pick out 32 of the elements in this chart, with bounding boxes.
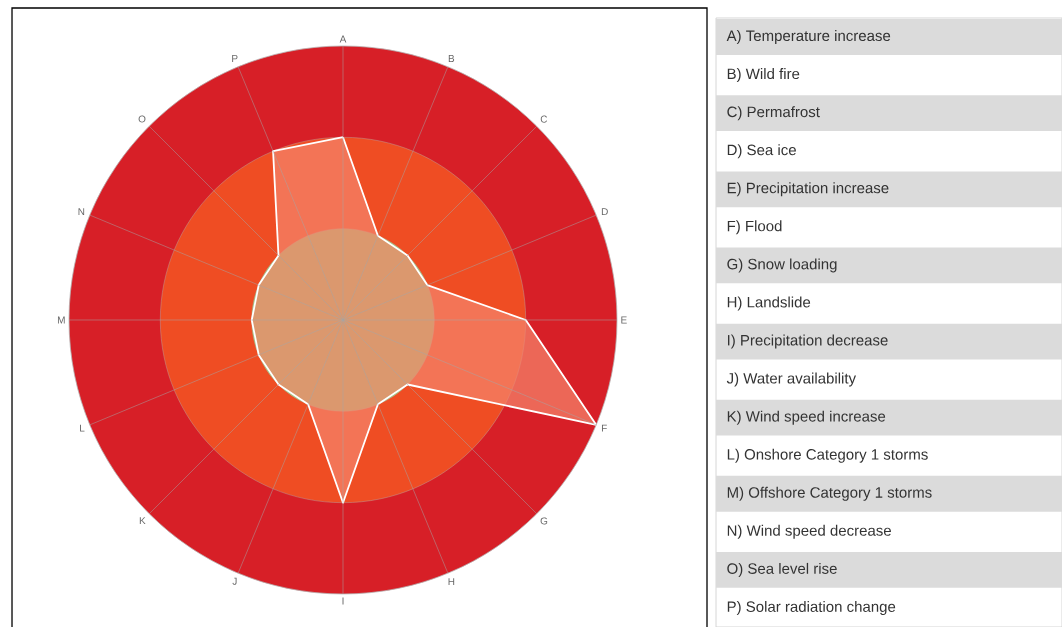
text: D) Sea ice	[727, 144, 796, 159]
text: K) Wind speed increase	[727, 410, 886, 425]
spoke-label: O	[138, 115, 146, 123]
spoke-label: C	[540, 115, 548, 123]
spoke-label: E	[621, 316, 627, 324]
spoke-label: K	[139, 517, 146, 525]
text: I) Precipitation decrease	[727, 334, 888, 349]
text: G) Snow loading	[727, 258, 837, 273]
text: L) Onshore Category 1 storms	[727, 448, 928, 463]
text: C) Permafrost	[727, 106, 820, 121]
spoke-label: J	[232, 577, 237, 585]
spoke-label: N	[78, 208, 85, 216]
spoke-label: A	[339, 35, 347, 43]
text: F) Flood	[727, 220, 782, 235]
text: J) Water availability	[726, 372, 857, 387]
spoke-label: I	[342, 597, 344, 605]
text: N) Wind speed decrease	[727, 524, 891, 539]
spoke-label: D	[601, 208, 608, 216]
text: P) Solar radiation change	[727, 600, 896, 615]
spoke-label: P	[232, 55, 238, 62]
text: O) Sea level rise	[727, 562, 837, 577]
text: M) Offshore Category 1 storms	[727, 486, 932, 501]
spoke-label: H	[448, 578, 455, 586]
spoke-label: M	[57, 316, 65, 324]
text: A) Temperature increase	[726, 30, 891, 44]
spoke-label: L	[80, 424, 85, 432]
spoke-label: B	[448, 55, 455, 62]
spoke-label: F	[601, 424, 607, 432]
text: H) Landslide	[727, 296, 811, 311]
text: B) Wild fire	[727, 68, 800, 83]
spoke-label: G	[540, 517, 548, 525]
text: E) Precipitation increase	[727, 182, 889, 197]
